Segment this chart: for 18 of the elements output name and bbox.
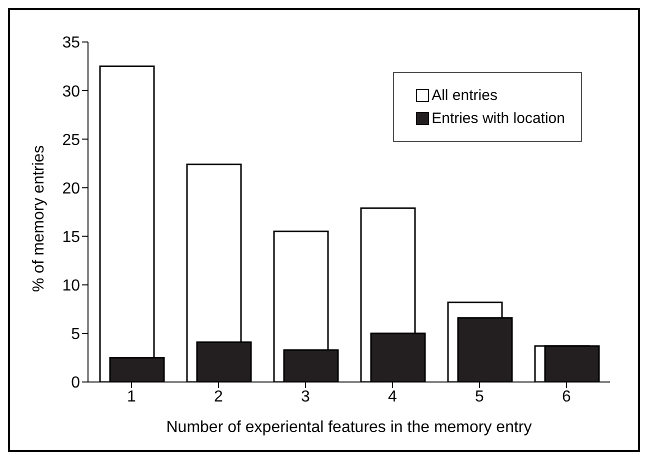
y-axis-title: % of memory entries	[30, 145, 48, 292]
y-tick-label: 20	[62, 180, 80, 198]
y-tick-label: 15	[62, 228, 80, 246]
x-tick-label: 4	[388, 388, 398, 406]
x-tick-label: 5	[475, 388, 484, 406]
x-tick-label: 1	[127, 388, 136, 406]
legend-label: All entries	[432, 87, 498, 104]
y-tick-label: 10	[62, 278, 80, 295]
y-tick-label: 25	[62, 132, 80, 149]
legend-label: Entries with location	[432, 110, 565, 127]
y-tick-label: 30	[62, 83, 80, 100]
y-tick-label: 0	[71, 374, 80, 392]
x-tick-label: 3	[301, 388, 310, 406]
x-tick-label: 6	[562, 388, 572, 406]
y-tick-label: 35	[62, 34, 80, 52]
x-tick-label: 2	[214, 388, 224, 406]
x-axis-title: Number of experiental features in the memory entry	[166, 419, 532, 436]
y-tick-label: 5	[71, 326, 80, 344]
